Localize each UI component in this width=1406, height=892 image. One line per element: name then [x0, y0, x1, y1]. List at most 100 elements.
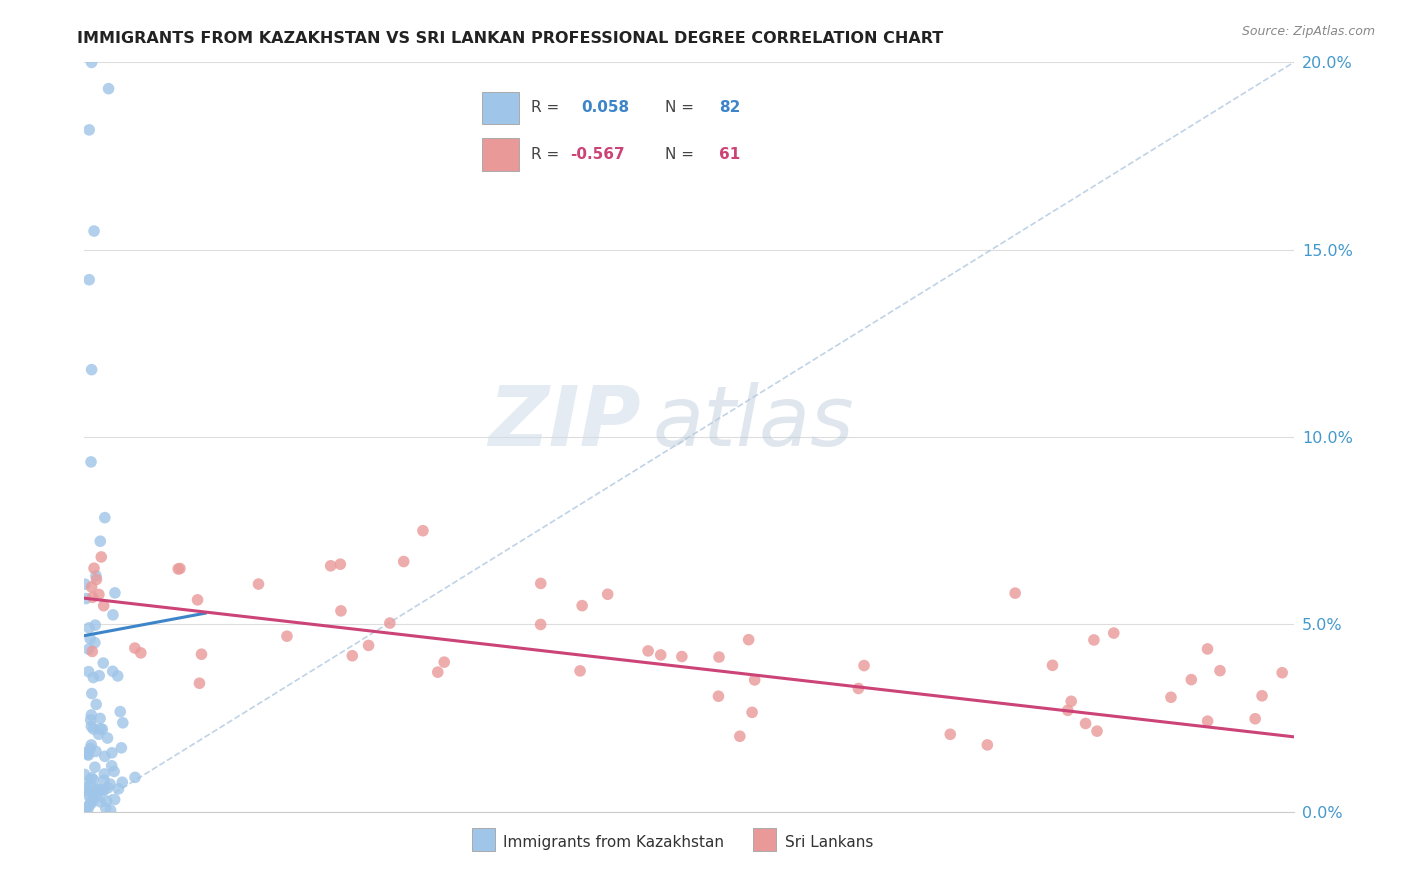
Point: [77, 621, 100, 635]
Point: [80, 738, 103, 752]
Point: [1160, 690, 1182, 705]
Point: [108, 705, 131, 719]
Point: [1197, 714, 1219, 728]
Point: [73, 767, 96, 781]
Point: [707, 690, 730, 704]
Point: [77, 123, 100, 137]
Text: Source: ZipAtlas.com: Source: ZipAtlas.com: [1241, 25, 1375, 38]
Point: [433, 655, 456, 669]
Text: Immigrants from Kazakhstan: Immigrants from Kazakhstan: [503, 835, 724, 849]
Point: [93, 599, 115, 613]
Point: [86, 573, 108, 587]
Point: [1251, 689, 1274, 703]
Point: [80, 580, 103, 594]
Point: [82, 722, 104, 736]
Point: [100, 803, 122, 817]
Point: [319, 558, 342, 573]
Point: [101, 607, 124, 622]
Point: [853, 658, 876, 673]
Point: [77, 802, 100, 816]
Point: [82, 671, 104, 685]
Point: [77, 642, 100, 657]
Text: 0.058: 0.058: [581, 101, 628, 115]
Point: [101, 746, 124, 760]
Text: atlas: atlas: [652, 382, 855, 463]
Text: Sri Lankans: Sri Lankans: [785, 835, 873, 849]
Point: [90, 783, 112, 797]
Point: [86, 789, 108, 803]
Point: [98, 777, 121, 791]
Point: [75, 746, 97, 760]
Point: [87, 727, 110, 741]
Point: [378, 615, 401, 630]
Point: [939, 727, 962, 741]
Point: [103, 764, 125, 779]
Text: 61: 61: [718, 146, 740, 161]
Point: [1244, 712, 1267, 726]
Point: [110, 740, 132, 755]
Point: [848, 681, 870, 696]
Point: [79, 795, 101, 809]
Point: [728, 729, 751, 743]
Text: ZIP: ZIP: [488, 382, 641, 463]
Point: [111, 715, 134, 730]
Point: [671, 649, 693, 664]
Point: [96, 794, 118, 808]
Text: N =: N =: [665, 101, 699, 115]
Bar: [482, 92, 519, 124]
Point: [650, 648, 672, 662]
Point: [79, 741, 101, 756]
Point: [97, 780, 120, 795]
Point: [79, 778, 101, 792]
Point: [77, 665, 100, 679]
Point: [1056, 703, 1078, 717]
Point: [84, 568, 107, 582]
Point: [1085, 724, 1108, 739]
Point: [83, 561, 105, 575]
Point: [94, 801, 117, 815]
Point: [426, 665, 449, 680]
Point: [129, 646, 152, 660]
Point: [91, 656, 114, 670]
Point: [1271, 665, 1294, 680]
Point: [596, 587, 619, 601]
Point: [169, 561, 191, 575]
Point: [86, 782, 108, 797]
Point: [276, 629, 298, 643]
Point: [1060, 694, 1083, 708]
Text: IMMIGRANTS FROM KAZAKHSTAN VS SRI LANKAN PROFESSIONAL DEGREE CORRELATION CHART: IMMIGRANTS FROM KAZAKHSTAN VS SRI LANKAN…: [77, 31, 943, 46]
Point: [89, 795, 111, 809]
Point: [1042, 658, 1064, 673]
Point: [1209, 664, 1232, 678]
Point: [357, 639, 380, 653]
Point: [80, 362, 103, 376]
Point: [80, 771, 103, 785]
Point: [91, 723, 114, 737]
Point: [637, 644, 659, 658]
Point: [89, 711, 111, 725]
Point: [77, 273, 100, 287]
Point: [94, 510, 117, 524]
Point: [100, 759, 122, 773]
Text: N =: N =: [665, 146, 699, 161]
Point: [75, 804, 97, 818]
Point: [188, 676, 211, 690]
Point: [84, 618, 107, 632]
Point: [737, 632, 759, 647]
Point: [329, 558, 352, 572]
Point: [87, 782, 110, 797]
Point: [80, 719, 103, 733]
Point: [79, 713, 101, 727]
Point: [87, 587, 110, 601]
Point: [93, 783, 115, 797]
Point: [571, 599, 593, 613]
Point: [76, 800, 98, 814]
Point: [530, 617, 553, 632]
Point: [76, 747, 98, 761]
Point: [1102, 626, 1125, 640]
Point: [107, 669, 129, 683]
Point: [392, 555, 415, 569]
Point: [79, 632, 101, 646]
Point: [247, 577, 270, 591]
Point: [1197, 642, 1219, 657]
